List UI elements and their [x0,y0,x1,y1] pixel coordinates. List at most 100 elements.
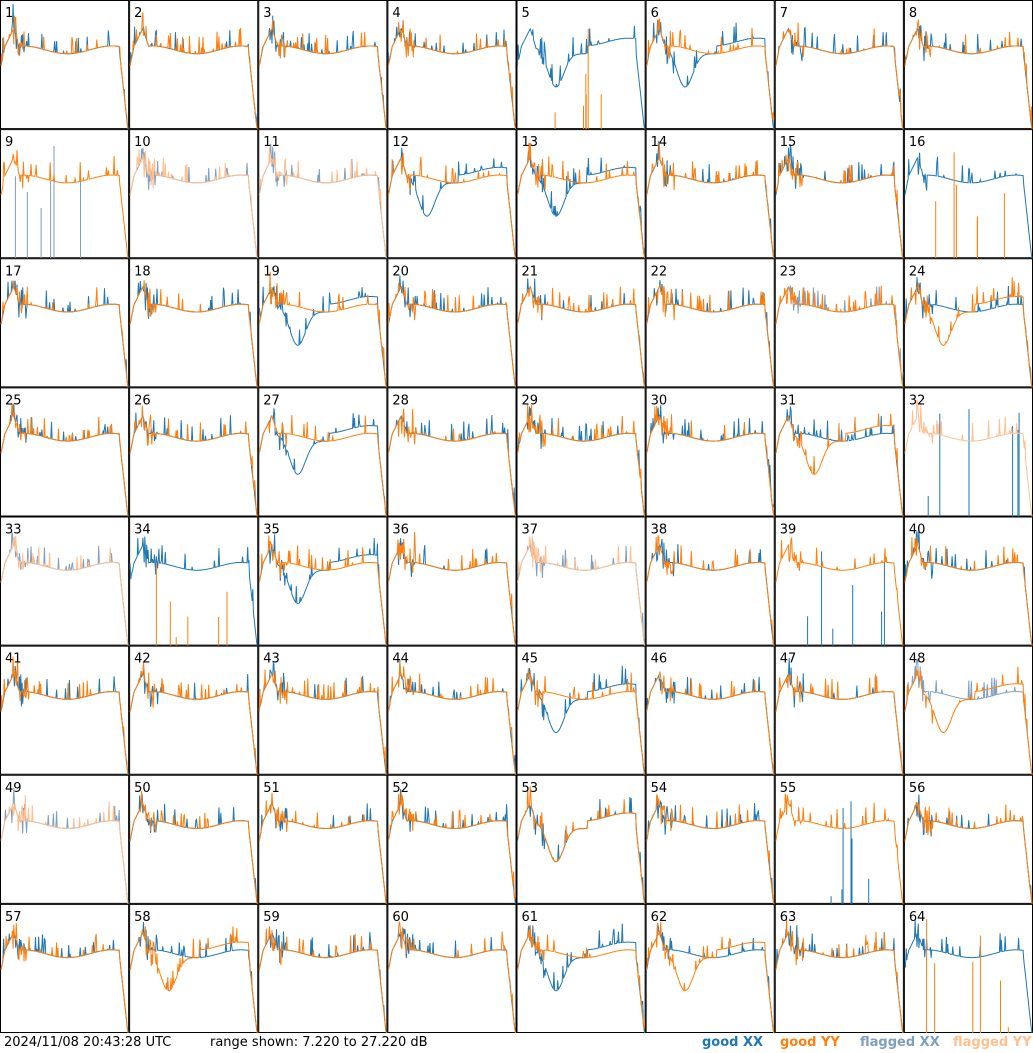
panel-frame [516,645,646,775]
legend-good-yy: good YY [780,1035,840,1050]
panel-frame [516,516,646,646]
panel-number-label: 56 [909,781,926,796]
yy-trace [0,535,129,646]
yy-trace [258,414,387,517]
panel-number-label: 16 [909,135,926,150]
panel-number-label: 42 [134,652,151,667]
panel-frame [903,774,1033,904]
yy-trace [517,924,646,1030]
panel-frame [129,516,259,646]
panel-frame [387,645,517,775]
yy-trace [517,786,646,904]
yy-trace [646,535,775,646]
yy-trace [129,926,258,1033]
panel-frame [129,258,259,388]
panel-number-label: 21 [522,264,539,279]
panel-number-label: 60 [392,910,409,925]
panel-frame [0,129,130,259]
panel-number-label: 29 [522,393,539,408]
panel-number-label: 52 [392,781,409,796]
panel-frame [903,903,1033,1033]
panel-frame [0,774,130,904]
panel-number-label: 13 [522,135,539,150]
panel-number-label: 37 [522,523,539,538]
panel-number-label: 10 [134,135,151,150]
yy-trace [0,795,129,904]
timestamp-label: 2024/11/08 20:43:28 UTC [4,1035,172,1050]
yy-trace [775,919,904,1033]
panel-frame [258,774,388,904]
panel-number-label: 64 [909,910,926,925]
panel-frame [0,258,130,388]
panel-frame [129,387,259,517]
panel-frame [129,645,259,775]
panel-number-label: 38 [651,523,668,538]
panel-frame [774,0,904,130]
yy-trace [646,284,775,388]
panel-frame [258,129,388,259]
yy-trace [0,150,129,259]
yy-trace [129,149,258,259]
panel-number-label: 43 [263,652,280,667]
panel-frame [516,0,646,130]
panel-number-label: 41 [5,652,22,667]
panel-number-label: 62 [651,910,668,925]
panel-number-label: 17 [5,264,22,279]
yy-trace [258,926,387,1033]
panel-frame [903,258,1033,388]
yy-trace [775,674,904,775]
panel-frame [645,516,775,646]
panel-number-label: 2 [134,6,142,21]
panel-number-label: 40 [909,523,926,538]
panel-number-label: 36 [392,523,409,538]
xx-trace [258,286,387,388]
yy-trace [517,668,646,775]
panel-frame [774,258,904,388]
panel-frame [774,129,904,259]
footer-bar: 2024/11/08 20:43:28 UTC range shown: 7.2… [0,1033,1033,1053]
yy-trace [0,15,129,130]
panel-frame [387,516,517,646]
panel-frame [258,0,388,130]
panel-number-label: 45 [522,652,539,667]
yy-trace [646,921,775,1033]
panel-number-label: 47 [780,652,797,667]
legend-flagged-yy: flagged YY [953,1035,1032,1050]
yy-trace [775,793,904,904]
panel-number-label: 50 [134,781,151,796]
panel-frame [258,258,388,388]
yy-trace [387,408,516,517]
panel-number-label: 54 [651,781,668,796]
panel-frame [258,645,388,775]
panel-number-label: 6 [651,6,659,21]
panel-frame [903,129,1033,259]
panel-frame [387,129,517,259]
panel-number-label: 22 [651,264,668,279]
yy-trace [775,413,904,517]
panel-number-label: 51 [263,781,280,796]
panel-frame [258,516,388,646]
panel-frame [0,645,130,775]
panel-frame [129,0,259,130]
panel-frame [645,645,775,775]
yy-trace [258,792,387,904]
panel-number-label: 24 [909,264,926,279]
yy-trace [904,537,1033,646]
panel-number-label: 5 [522,6,530,21]
panel-frame [516,387,646,517]
yy-trace [0,656,129,775]
xx-trace [904,152,1033,259]
panel-number-label: 14 [651,135,668,150]
panel-frame [0,0,130,130]
yy-trace [646,142,775,259]
panel-number-label: 59 [263,910,280,925]
panel-frame [903,645,1033,775]
yy-trace [517,403,646,517]
panel-frame [645,0,775,130]
panel-number-label: 44 [392,652,409,667]
panel-frame [387,258,517,388]
yy-trace [775,22,904,130]
panel-number-label: 63 [780,910,797,925]
panel-frame [516,903,646,1033]
